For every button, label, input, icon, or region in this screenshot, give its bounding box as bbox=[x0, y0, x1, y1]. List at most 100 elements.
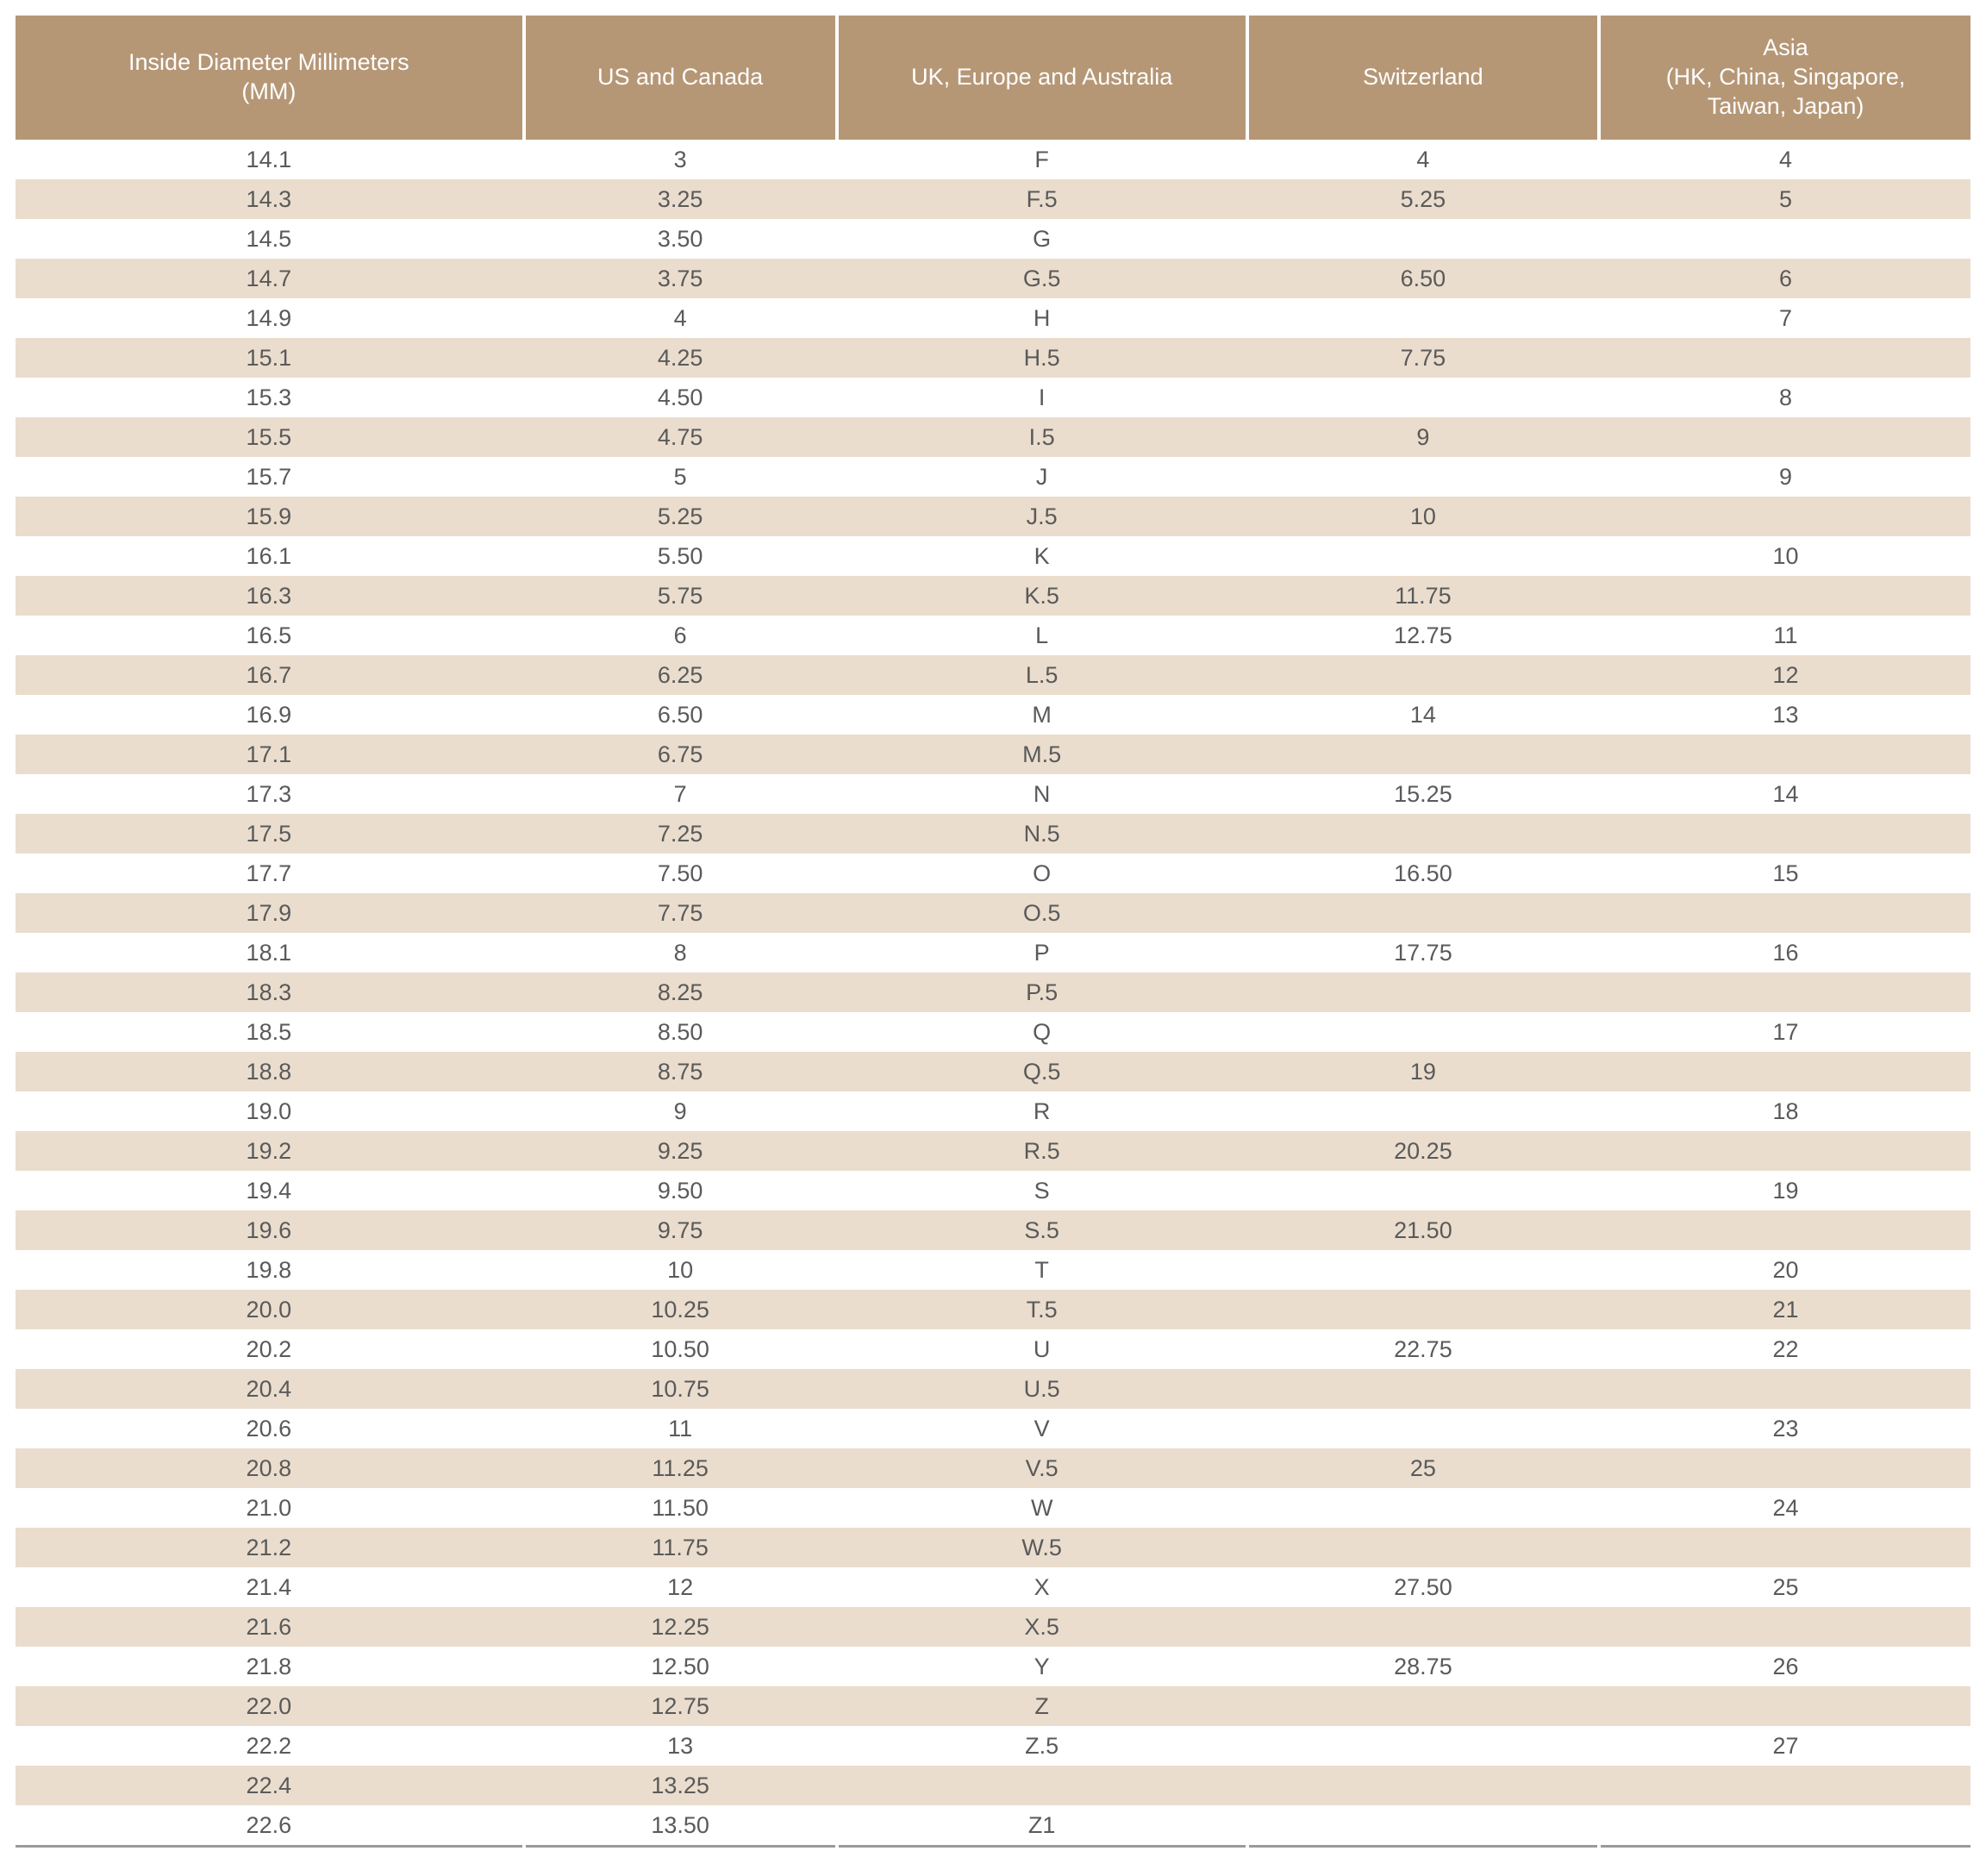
col-header-switzerland: Switzerland bbox=[1247, 16, 1599, 140]
table-cell: F.5 bbox=[837, 179, 1247, 219]
table-cell: 15.3 bbox=[16, 378, 524, 417]
table-cell bbox=[1599, 735, 1970, 774]
table-row: 20.010.25T.521 bbox=[16, 1290, 1970, 1329]
table-cell: 19.2 bbox=[16, 1131, 524, 1171]
table-cell: S.5 bbox=[837, 1210, 1247, 1250]
table-cell: L bbox=[837, 616, 1247, 655]
table-cell: 25 bbox=[1599, 1567, 1970, 1607]
table-cell bbox=[1247, 298, 1599, 338]
table-cell bbox=[1599, 1369, 1970, 1409]
table-cell: 10.75 bbox=[524, 1369, 837, 1409]
table-cell: 13 bbox=[1599, 695, 1970, 735]
table-cell: 8 bbox=[1599, 378, 1970, 417]
table-cell: Z1 bbox=[837, 1805, 1247, 1847]
table-cell: 12.75 bbox=[524, 1686, 837, 1726]
table-cell: 15.5 bbox=[16, 417, 524, 457]
table-cell: Z bbox=[837, 1686, 1247, 1726]
table-cell: 5 bbox=[1599, 179, 1970, 219]
table-row: 19.69.75S.521.50 bbox=[16, 1210, 1970, 1250]
table-cell: 7.75 bbox=[1247, 338, 1599, 378]
table-row: 20.410.75U.5 bbox=[16, 1369, 1970, 1409]
table-cell: K.5 bbox=[837, 576, 1247, 616]
table-cell: 13.25 bbox=[524, 1766, 837, 1805]
table-cell: 20.0 bbox=[16, 1290, 524, 1329]
table-cell: Q.5 bbox=[837, 1052, 1247, 1091]
table-cell bbox=[1599, 972, 1970, 1012]
table-cell: 18.1 bbox=[16, 933, 524, 972]
table-row: 18.38.25P.5 bbox=[16, 972, 1970, 1012]
table-cell: 16.9 bbox=[16, 695, 524, 735]
table-cell: 11 bbox=[1599, 616, 1970, 655]
table-row: 16.35.75K.511.75 bbox=[16, 576, 1970, 616]
table-cell: 25 bbox=[1247, 1448, 1599, 1488]
table-cell: 7.25 bbox=[524, 814, 837, 854]
table-row: 17.97.75O.5 bbox=[16, 893, 1970, 933]
table-cell: 14.1 bbox=[16, 140, 524, 179]
table-cell: 22.75 bbox=[1247, 1329, 1599, 1369]
table-header-row: Inside Diameter Millimeters(MM) US and C… bbox=[16, 16, 1970, 140]
table-cell: 20.25 bbox=[1247, 1131, 1599, 1171]
table-row: 20.210.50U22.7522 bbox=[16, 1329, 1970, 1369]
table-cell bbox=[1247, 1369, 1599, 1409]
table-cell: 8.75 bbox=[524, 1052, 837, 1091]
table-cell bbox=[1247, 1686, 1599, 1726]
table-cell: H bbox=[837, 298, 1247, 338]
table-cell bbox=[1247, 1250, 1599, 1290]
table-cell: 15.25 bbox=[1247, 774, 1599, 814]
table-row: 22.413.25 bbox=[16, 1766, 1970, 1805]
table-cell: 4.50 bbox=[524, 378, 837, 417]
table-cell: 17.9 bbox=[16, 893, 524, 933]
table-cell: 20 bbox=[1599, 1250, 1970, 1290]
table-cell: 15.9 bbox=[16, 497, 524, 536]
table-row: 17.57.25N.5 bbox=[16, 814, 1970, 854]
table-cell: 3 bbox=[524, 140, 837, 179]
table-cell: 12 bbox=[524, 1567, 837, 1607]
table-cell: 9.50 bbox=[524, 1171, 837, 1210]
table-cell: 9 bbox=[1247, 417, 1599, 457]
table-cell: 20.2 bbox=[16, 1329, 524, 1369]
table-cell: 4.75 bbox=[524, 417, 837, 457]
table-cell: 17.3 bbox=[16, 774, 524, 814]
col-header-asia: Asia(HK, China, Singapore,Taiwan, Japan) bbox=[1599, 16, 1970, 140]
table-cell: H.5 bbox=[837, 338, 1247, 378]
table-cell: U.5 bbox=[837, 1369, 1247, 1409]
table-cell: 13 bbox=[524, 1726, 837, 1766]
table-cell: 10 bbox=[1599, 536, 1970, 576]
table-cell: 22 bbox=[1599, 1329, 1970, 1369]
table-cell: 17 bbox=[1599, 1012, 1970, 1052]
table-row: 17.37N15.2514 bbox=[16, 774, 1970, 814]
table-cell: 27 bbox=[1599, 1726, 1970, 1766]
table-cell bbox=[1599, 814, 1970, 854]
table-cell: 10.25 bbox=[524, 1290, 837, 1329]
table-cell: 20.6 bbox=[16, 1409, 524, 1448]
table-cell: 4 bbox=[524, 298, 837, 338]
table-cell: 13.50 bbox=[524, 1805, 837, 1847]
table-cell: 5.75 bbox=[524, 576, 837, 616]
table-cell bbox=[1247, 1766, 1599, 1805]
table-cell: 21 bbox=[1599, 1290, 1970, 1329]
table-cell: L.5 bbox=[837, 655, 1247, 695]
table-cell bbox=[1247, 893, 1599, 933]
table-cell: 11.50 bbox=[524, 1488, 837, 1528]
table-cell: 6.75 bbox=[524, 735, 837, 774]
table-cell: 22.2 bbox=[16, 1726, 524, 1766]
table-cell: I bbox=[837, 378, 1247, 417]
table-row: 22.213Z.527 bbox=[16, 1726, 1970, 1766]
table-cell: 9 bbox=[524, 1091, 837, 1131]
table-cell: 5.25 bbox=[524, 497, 837, 536]
table-cell: 21.6 bbox=[16, 1607, 524, 1647]
table-cell: 9.25 bbox=[524, 1131, 837, 1171]
table-row: 20.811.25V.525 bbox=[16, 1448, 1970, 1488]
table-row: 17.16.75M.5 bbox=[16, 735, 1970, 774]
table-cell: 12 bbox=[1599, 655, 1970, 695]
table-cell: 10.50 bbox=[524, 1329, 837, 1369]
table-cell: X bbox=[837, 1567, 1247, 1607]
table-cell: J.5 bbox=[837, 497, 1247, 536]
table-cell: N bbox=[837, 774, 1247, 814]
table-row: 16.76.25L.512 bbox=[16, 655, 1970, 695]
table-cell bbox=[1599, 1805, 1970, 1847]
table-cell: O bbox=[837, 854, 1247, 893]
table-cell bbox=[1247, 1528, 1599, 1567]
table-cell: K bbox=[837, 536, 1247, 576]
table-cell bbox=[837, 1766, 1247, 1805]
